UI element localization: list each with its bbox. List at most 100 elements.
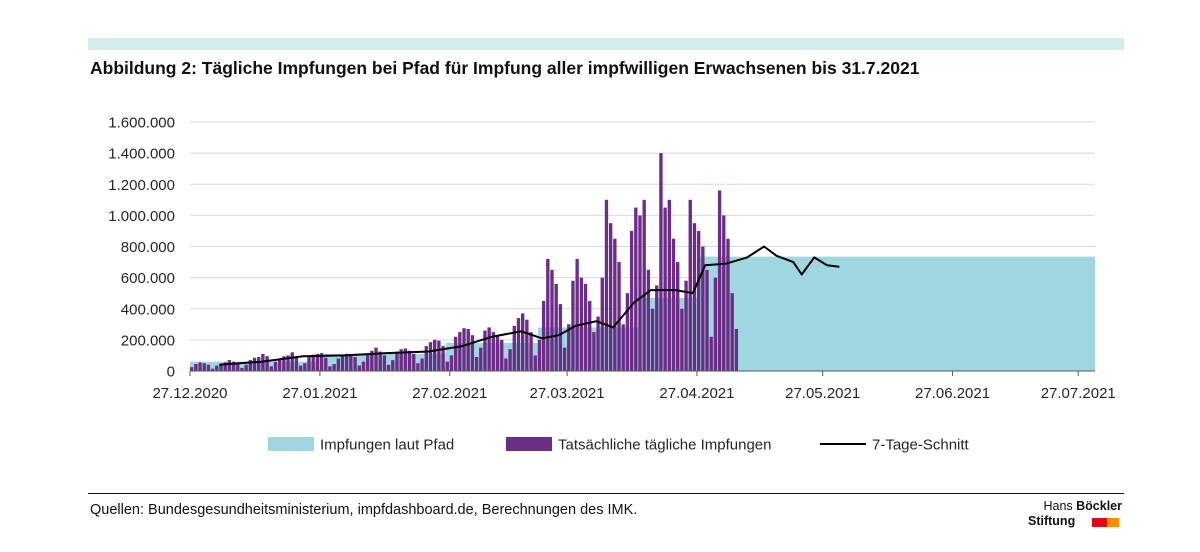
y-tick-label: 1.000.000 <box>108 208 175 225</box>
daily-bar <box>629 230 634 371</box>
daily-bar <box>466 328 470 371</box>
daily-bar <box>298 365 303 371</box>
logo-mark-orange-block <box>1107 518 1119 527</box>
daily-bar <box>487 327 491 371</box>
daily-bar <box>713 277 718 371</box>
daily-bar <box>500 339 504 371</box>
daily-bar <box>407 350 412 371</box>
daily-bar <box>412 353 416 371</box>
daily-bar <box>294 356 299 371</box>
daily-bar <box>479 347 483 371</box>
daily-bar <box>311 354 315 371</box>
logo-hans: Hans <box>1043 499 1077 513</box>
daily-bar <box>550 269 554 371</box>
daily-bar <box>688 199 692 371</box>
daily-bar <box>512 325 516 371</box>
daily-bar <box>529 332 533 371</box>
daily-bar <box>596 316 600 371</box>
daily-bar <box>210 368 215 371</box>
daily-bar <box>328 366 332 371</box>
daily-bar <box>562 347 567 371</box>
x-tick-label: 27.02.2021 <box>412 385 487 402</box>
x-tick-label: 27.01.2021 <box>282 385 357 402</box>
top-band <box>88 38 1124 50</box>
daily-bar <box>571 280 575 371</box>
daily-bar <box>558 304 563 371</box>
daily-bar <box>361 361 366 371</box>
daily-bar <box>642 199 646 371</box>
daily-bar <box>374 347 378 371</box>
logo-mark-icon <box>1092 518 1119 527</box>
daily-bar <box>634 207 638 371</box>
logo-mark-red-block <box>1092 518 1107 527</box>
hans-boeckler-logo: Hans Böckler Stiftung <box>1020 499 1122 531</box>
daily-bar <box>491 332 496 371</box>
x-tick-label: 27.05.2021 <box>785 385 860 402</box>
legend-actual-label: Tatsächliche tägliche Impfungen <box>558 437 771 454</box>
daily-bar <box>345 353 349 371</box>
daily-bar <box>382 355 387 371</box>
avg-line-group <box>219 245 840 366</box>
daily-bar <box>676 262 680 371</box>
daily-bar <box>692 223 697 371</box>
daily-bar <box>541 300 546 371</box>
y-tick-label: 1.400.000 <box>108 146 175 163</box>
daily-bar <box>190 367 194 371</box>
daily-bar <box>655 285 659 371</box>
daily-bar <box>219 363 223 371</box>
daily-bar <box>546 258 550 371</box>
daily-bar <box>248 360 253 371</box>
daily-bar <box>223 362 227 371</box>
daily-bar <box>215 365 219 371</box>
daily-bar <box>319 353 324 371</box>
daily-bar <box>621 324 625 371</box>
x-axis <box>189 370 1095 376</box>
y-tick-label: 600.000 <box>121 270 175 287</box>
y-tick-labels: 0 200.000 400.000 600.000 800.000 1.000.000 1.… <box>108 115 175 381</box>
daily-bar <box>282 356 286 371</box>
daily-bar <box>533 355 537 371</box>
daily-bar <box>240 367 244 371</box>
daily-bar <box>730 293 734 371</box>
y-tick-label: 1.600.000 <box>108 115 175 132</box>
daily-bar <box>236 362 240 371</box>
daily-bar <box>504 358 508 371</box>
y-tick-label: 1.200.000 <box>108 177 175 194</box>
daily-bar <box>646 269 651 371</box>
y-tick-label: 800.000 <box>121 239 175 256</box>
daily-bar <box>441 346 445 371</box>
daily-bar <box>613 238 617 371</box>
daily-bar <box>378 351 382 371</box>
avg-7-line <box>219 245 840 366</box>
daily-bar <box>453 336 458 371</box>
daily-bar <box>554 283 558 371</box>
daily-bar <box>520 313 525 371</box>
legend-actual-swatch <box>506 437 552 451</box>
daily-bar <box>206 364 211 371</box>
daily-bar <box>659 153 663 371</box>
daily-bar <box>508 349 512 371</box>
legend-avg-label: 7-Tage-Schnitt <box>872 437 970 454</box>
daily-bar <box>340 355 345 371</box>
daily-bar <box>416 363 420 371</box>
legend-path-label: Impfungen laut Pfad <box>320 437 454 454</box>
daily-bar <box>445 361 449 371</box>
x-tick-labels: 27.12.2020 27.01.2021 27.02.2021 27.03.2021… <box>152 385 1115 402</box>
x-tick-label: 27.03.2021 <box>530 385 605 402</box>
daily-bar <box>462 328 466 371</box>
y-tick-label: 400.000 <box>121 301 175 318</box>
footer-divider <box>88 493 1124 494</box>
daily-bar <box>588 300 592 371</box>
daily-bar <box>701 246 705 371</box>
daily-bar <box>583 283 588 371</box>
daily-bar <box>420 358 424 371</box>
source-note: Quellen: Bundesgesundheitsministerium, i… <box>90 502 638 518</box>
daily-bar <box>269 366 273 371</box>
daily-bar <box>286 355 290 371</box>
daily-bar <box>257 356 261 371</box>
daily-bars <box>190 153 739 371</box>
daily-bar <box>433 339 437 371</box>
daily-bar <box>265 356 269 371</box>
daily-bar <box>349 354 353 371</box>
daily-bar <box>650 308 655 371</box>
